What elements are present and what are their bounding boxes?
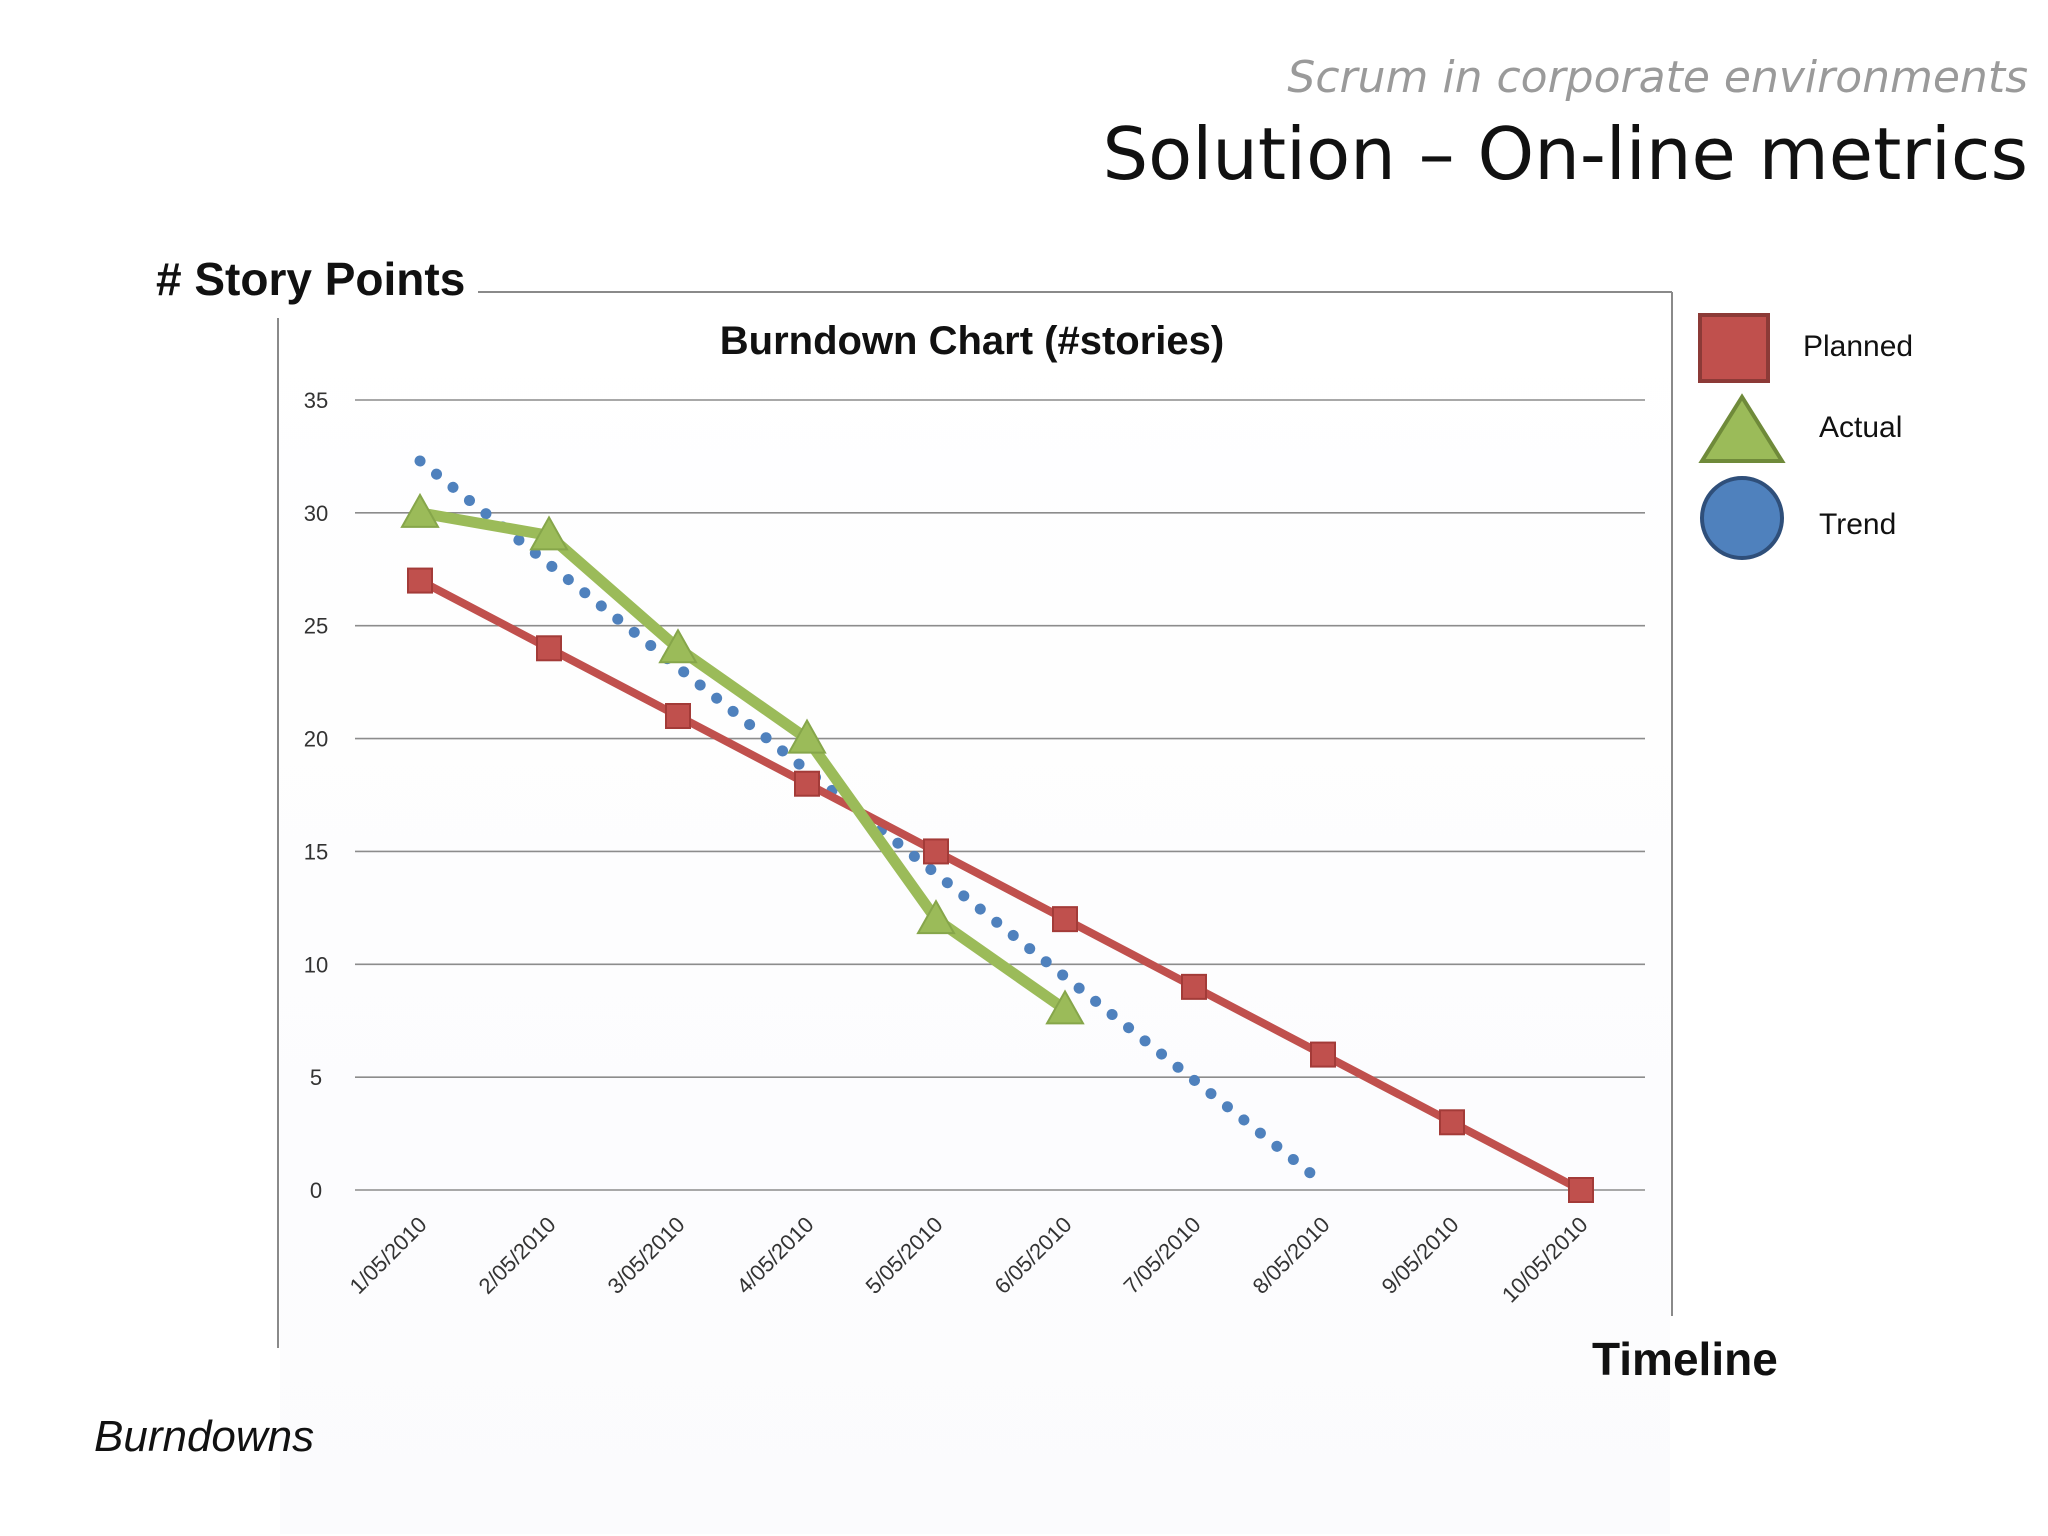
actual-point-3 [658, 628, 698, 664]
legend [1698, 313, 1786, 560]
series-line-trend [414, 455, 1329, 1189]
x-tick-label-2: 2/05/2010 [474, 1212, 561, 1299]
y-tick-label-35: 35 [304, 388, 328, 413]
chart-background [280, 298, 1670, 1534]
legend-label-planned: Planned [1803, 330, 1914, 363]
actual-point-5 [916, 899, 956, 935]
x-tick-label-3: 3/05/2010 [603, 1212, 690, 1299]
actual-point-1 [400, 492, 440, 528]
legend-square-icon [1698, 313, 1770, 383]
x-tick-label-7: 7/05/2010 [1119, 1212, 1206, 1299]
planned-point-9 [1439, 1109, 1465, 1136]
y-tick-label-5: 5 [310, 1065, 322, 1090]
x-tick-label-5: 5/05/2010 [861, 1212, 948, 1299]
legend-label-actual: Actual [1819, 411, 1903, 444]
footer-label: Burndowns [94, 1412, 315, 1461]
series-layer [400, 455, 1594, 1203]
x-tick-label-8: 8/05/2010 [1248, 1212, 1335, 1299]
planned-point-10 [1568, 1177, 1594, 1203]
y-tick-label-10: 10 [304, 952, 328, 977]
planned-point-5 [923, 838, 949, 865]
planned-point-1 [407, 567, 433, 594]
chart-title: Burndown Chart (#stories) [720, 319, 1224, 363]
y-tick-label-25: 25 [304, 614, 328, 639]
x-tick-labels: 1/05/2010 2/05/2010 3/05/2010 4/05/2010 5/05… [345, 1212, 1593, 1308]
planned-point-4 [794, 770, 820, 797]
slide-title: Solution – On-line metrics [1102, 112, 2028, 196]
planned-point-8 [1310, 1041, 1336, 1068]
y-tick-labels: 0 5 10 15 20 25 30 35 [304, 388, 328, 1203]
x-tick-label-6: 6/05/2010 [990, 1212, 1077, 1299]
actual-point-4 [787, 718, 827, 754]
x-tick-label-10: 10/05/2010 [1497, 1212, 1593, 1308]
x-tick-label-9: 9/05/2010 [1377, 1212, 1464, 1299]
series-line-actual [419, 507, 1069, 1014]
x-tick-label-1: 1/05/2010 [345, 1212, 432, 1299]
legend-label-trend: Trend [1819, 508, 1897, 541]
planned-point-3 [665, 703, 691, 729]
y-axis-label: # Story Points [156, 253, 466, 305]
y-tick-label-15: 15 [304, 839, 328, 864]
y-tick-label-20: 20 [304, 727, 328, 752]
planned-point-7 [1181, 973, 1207, 1000]
planned-point-2 [536, 635, 562, 662]
actual-point-6 [1045, 989, 1085, 1025]
gridlines [355, 399, 1645, 1191]
series-line-planned [418, 577, 1583, 1194]
planned-point-6 [1052, 906, 1078, 933]
actual-point-2 [529, 515, 569, 551]
x-tick-label-4: 4/05/2010 [732, 1212, 819, 1299]
presentation-subtitle: Scrum in corporate environments [1287, 52, 2028, 103]
x-axis-label: Timeline [1592, 1333, 1778, 1385]
legend-circle-icon [1700, 476, 1784, 560]
y-tick-label-0: 0 [310, 1178, 322, 1203]
y-tick-label-30: 30 [304, 501, 328, 526]
legend-triangle-icon [1698, 393, 1786, 463]
